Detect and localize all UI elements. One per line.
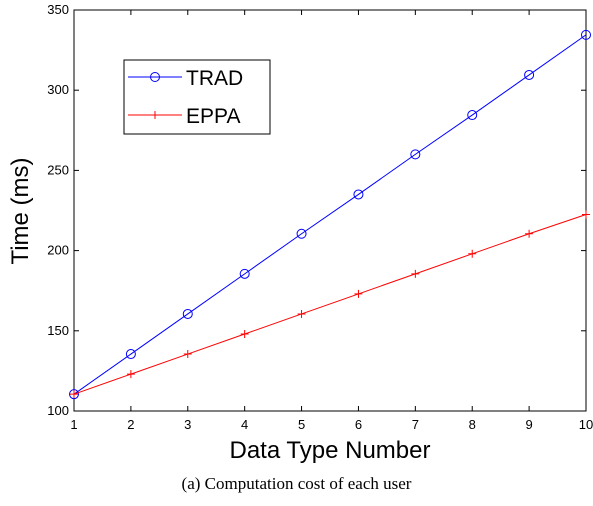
data-point-trad bbox=[353, 189, 364, 200]
data-point-eppa bbox=[411, 269, 420, 278]
data-point-trad bbox=[410, 149, 421, 160]
data-point-trad bbox=[296, 228, 307, 239]
x-tick-label: 5 bbox=[298, 417, 305, 432]
data-point-trad bbox=[125, 349, 136, 360]
data-point-eppa bbox=[240, 330, 249, 339]
legend-marker-eppa bbox=[151, 111, 159, 119]
y-tick-label: 350 bbox=[47, 2, 69, 17]
data-point-trad bbox=[467, 110, 478, 121]
data-point-eppa bbox=[582, 210, 590, 219]
data-point-eppa bbox=[468, 249, 477, 258]
legend: TRAD EPPA bbox=[123, 59, 271, 135]
line-chart: 1 2 3 4 5 6 7 8 9 10 100 150 200 250 300 350 Data Type … bbox=[7, 2, 593, 464]
y-tick-label: 200 bbox=[47, 243, 69, 258]
x-tick-label: 3 bbox=[184, 417, 191, 432]
x-tick-label: 1 bbox=[70, 417, 77, 432]
x-tick-label: 9 bbox=[525, 417, 532, 432]
legend-box bbox=[123, 59, 271, 135]
data-point-eppa bbox=[525, 229, 534, 238]
series-line-trad bbox=[73, 34, 587, 395]
x-tick-label: 10 bbox=[579, 417, 593, 432]
y-tick-label: 300 bbox=[47, 82, 69, 97]
data-point-trad bbox=[239, 268, 250, 279]
data-point-eppa bbox=[183, 350, 192, 359]
y-axis-label: Time (ms) bbox=[7, 157, 34, 264]
legend-label-trad: TRAD bbox=[186, 67, 243, 90]
data-point-trad bbox=[69, 389, 79, 400]
data-point-eppa bbox=[297, 309, 306, 318]
legend-marker-trad bbox=[150, 72, 160, 82]
y-tick-label: 250 bbox=[47, 162, 69, 177]
x-tick-label: 6 bbox=[355, 417, 362, 432]
x-tick-label: 4 bbox=[241, 417, 248, 432]
series-layer bbox=[69, 29, 591, 400]
data-point-trad bbox=[524, 69, 535, 80]
figure-caption: (a) Computation cost of each user bbox=[181, 474, 412, 493]
x-axis-label: Data Type Number bbox=[230, 437, 431, 464]
data-point-eppa bbox=[70, 390, 78, 399]
axis-ticks: 1 2 3 4 5 6 7 8 9 10 100 150 200 250 300 350 bbox=[47, 2, 593, 432]
y-tick-label: 100 bbox=[47, 403, 69, 418]
x-tick-label: 7 bbox=[412, 417, 419, 432]
data-point-eppa bbox=[354, 289, 363, 298]
x-tick-label: 2 bbox=[127, 417, 134, 432]
legend-label-eppa: EPPA bbox=[186, 105, 240, 128]
data-point-eppa bbox=[126, 370, 135, 379]
series-line-eppa bbox=[73, 214, 587, 395]
data-point-trad bbox=[581, 29, 591, 40]
x-tick-label: 8 bbox=[469, 417, 476, 432]
y-tick-label: 150 bbox=[47, 323, 69, 338]
data-point-trad bbox=[182, 308, 193, 319]
